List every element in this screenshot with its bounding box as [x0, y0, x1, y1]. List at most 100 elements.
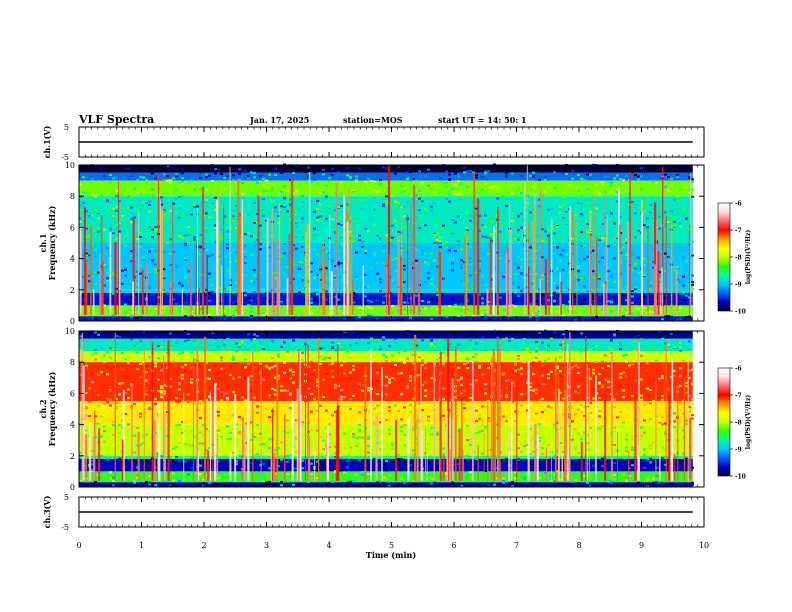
spectrogram-speckle: [280, 302, 283, 305]
spectrogram-speckle: [175, 211, 178, 214]
spectrogram-speckle: [127, 423, 130, 426]
spectrogram-speckle: [259, 464, 262, 467]
spectrogram-speckle: [457, 180, 460, 183]
spectrogram-burst: [81, 332, 83, 481]
spectrogram-speckle: [253, 281, 256, 284]
spectrogram-speckle: [106, 277, 109, 280]
spectrogram-speckle: [226, 218, 229, 221]
spectrogram-speckle: [619, 343, 622, 346]
spectrogram-speckle: [499, 288, 502, 291]
spectrogram-speckle: [121, 354, 124, 357]
spectrogram-speckle: [376, 317, 379, 320]
spectrogram-burst: [492, 349, 495, 481]
spectrogram-speckle: [343, 447, 346, 450]
spectrogram-speckle: [412, 428, 415, 431]
spectrogram-speckle: [562, 397, 565, 400]
spectrogram-speckle: [421, 293, 424, 296]
spectrogram-speckle: [583, 272, 586, 275]
spectrogram-speckle: [352, 276, 355, 279]
spectrogram-speckle: [193, 426, 196, 429]
spectrogram-speckle: [655, 331, 658, 334]
spectrogram-speckle: [691, 195, 694, 198]
spectrogram-speckle: [460, 392, 463, 395]
spectrogram-speckle: [577, 372, 580, 375]
spectrogram-speckle: [265, 313, 268, 316]
spectrogram-speckle: [160, 200, 163, 203]
spectrogram-speckle: [619, 384, 622, 387]
spectrogram-speckle: [91, 289, 94, 292]
spectrogram-speckle: [604, 281, 607, 284]
spectrogram-burst: [197, 208, 198, 315]
spectrogram-speckle: [457, 366, 460, 369]
spectrogram-speckle: [481, 452, 484, 455]
spectrogram-speckle: [625, 174, 628, 177]
spectrogram-speckle: [607, 179, 610, 182]
spectrogram-speckle: [172, 202, 175, 205]
spectrogram-speckle: [193, 441, 196, 444]
spectrogram-speckle: [532, 400, 535, 403]
spectrogram-speckle: [382, 301, 385, 304]
spectrogram-speckle: [211, 202, 214, 205]
spectrogram-speckle: [664, 166, 667, 169]
spectrogram-speckle: [616, 427, 619, 430]
spectrogram-speckle: [391, 452, 394, 455]
spectrogram-speckle: [469, 396, 472, 399]
spectrogram-speckle: [664, 204, 667, 207]
spectrogram-speckle: [238, 168, 241, 171]
spectrogram-speckle: [538, 310, 541, 313]
spectrogram-speckle: [91, 243, 94, 246]
spectrogram-speckle: [256, 453, 259, 456]
spectrogram-speckle: [388, 409, 391, 412]
spectrogram-speckle: [289, 367, 292, 370]
spectrogram-speckle: [352, 240, 355, 243]
spectrogram-speckle: [199, 434, 202, 437]
spectrogram-speckle: [214, 224, 217, 227]
spectrogram-speckle: [421, 223, 424, 226]
spectrogram-speckle: [334, 470, 337, 473]
spectrogram-speckle: [430, 184, 433, 187]
spectrogram-speckle: [388, 432, 391, 435]
spectrogram-speckle: [421, 200, 424, 203]
ch1-ytick-minus5: -5: [61, 153, 69, 162]
spectrogram-speckle: [226, 227, 229, 230]
spectrogram-speckle: [82, 167, 85, 170]
spectrogram-speckle: [421, 339, 424, 342]
spectrogram-speckle: [583, 366, 586, 369]
spectrogram-speckle: [613, 473, 616, 476]
spectrogram-speckle: [289, 392, 292, 395]
spectrogram-speckle: [454, 184, 457, 187]
spectrogram-speckle: [526, 347, 529, 350]
spectrogram-speckle: [550, 207, 553, 210]
spectrogram-speckle: [88, 274, 91, 277]
spectrogram-speckle: [109, 404, 112, 407]
xtick-label: 5: [389, 541, 394, 550]
spectrogram-speckle: [679, 222, 682, 225]
spectrogram-speckle: [319, 404, 322, 407]
spectrogram-speckle: [415, 259, 418, 262]
spectrogram-burst: [617, 432, 618, 481]
spectrogram-speckle: [172, 298, 175, 301]
spectrogram-speckle: [79, 217, 82, 220]
spectrogram-speckle: [469, 333, 472, 336]
spectrogram-speckle: [688, 395, 691, 398]
spectrogram-speckle: [418, 403, 421, 406]
spectrogram-speckle: [268, 480, 271, 483]
spectrogram-speckle: [457, 188, 460, 191]
spectrogram-speckle: [268, 385, 271, 388]
spectrogram-speckle: [139, 440, 142, 443]
spectrogram-speckle: [547, 168, 550, 171]
spectrogram-speckle: [445, 354, 448, 357]
spectrogram-burst: [661, 267, 663, 315]
spectrogram-speckle: [553, 455, 556, 458]
spectrogram-speckle: [442, 224, 445, 227]
spectrogram-speckle: [472, 314, 475, 317]
spectrogram-speckle: [616, 308, 619, 311]
spectrogram-speckle: [613, 354, 616, 357]
spectrogram-speckle: [100, 436, 103, 439]
spectrogram-speckle: [268, 438, 271, 441]
spectrogram-speckle: [427, 436, 430, 439]
spectrogram-speckle: [553, 423, 556, 426]
spectrogram-speckle: [223, 478, 226, 481]
spectrogram-speckle: [103, 423, 106, 426]
